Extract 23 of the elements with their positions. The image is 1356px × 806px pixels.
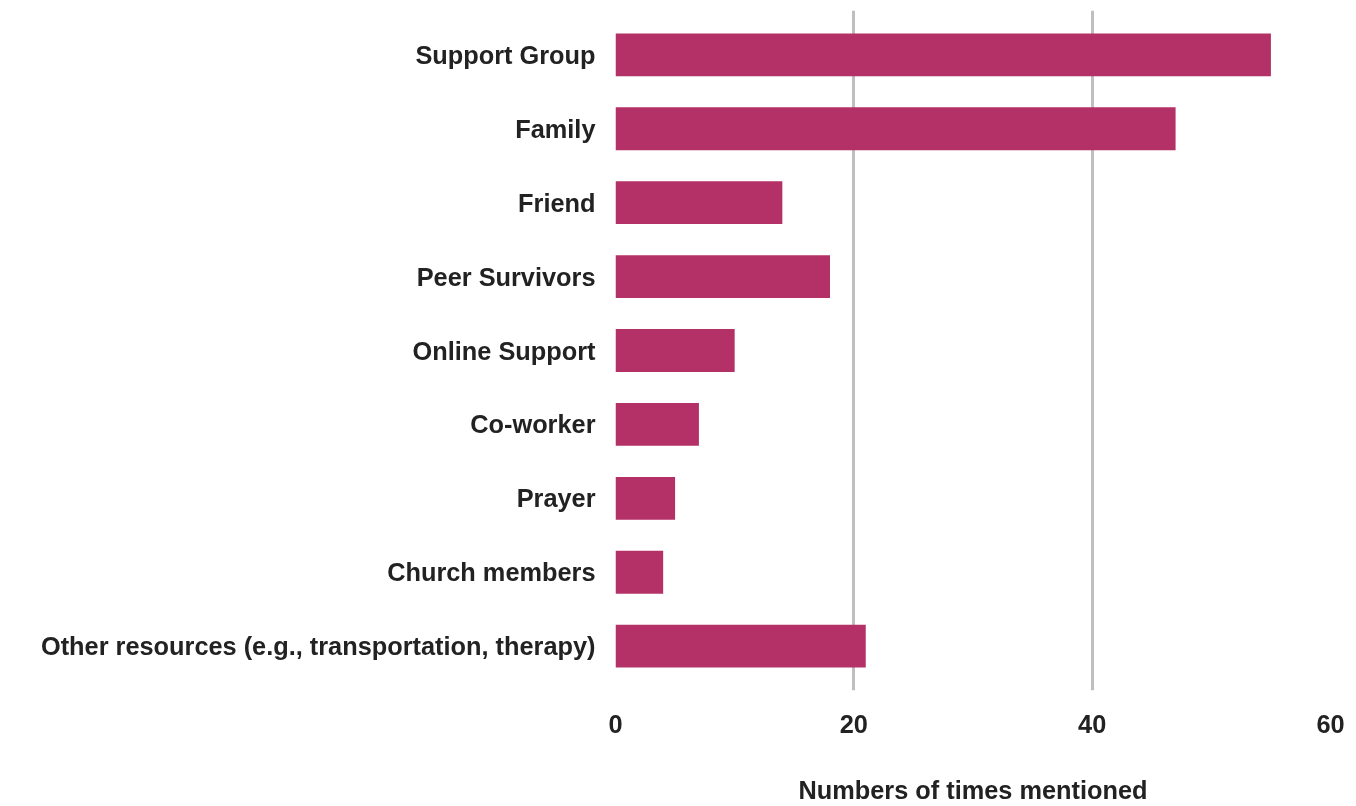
y-tick-label: Co-worker [470,410,596,439]
bar [615,329,735,372]
y-tick-label: Support Group [415,40,596,69]
y-tick-label: Prayer [516,484,596,513]
bar [615,402,699,446]
x-axis-title: Numbers of times mentioned [798,775,1148,804]
bar [615,476,676,520]
x-tick-label: 40 [1078,709,1107,738]
x-tick-label: 20 [839,709,868,738]
y-tick-label: Family [515,114,596,143]
y-tick-label: Online Support [412,336,597,365]
y-tick-label: Friend [518,188,596,217]
bar [615,107,1176,151]
bar [615,624,866,668]
y-tick-label: Peer Survivors [416,262,596,291]
x-tick-label: 0 [608,709,623,738]
bar [615,255,830,299]
y-tick-label: Other resources (e.g., transportation, therapy) [40,632,596,661]
bar [615,550,664,594]
y-tick-label: Church members [387,558,596,587]
bar [615,181,783,225]
bar [615,33,1271,77]
x-tick-label: 60 [1316,709,1345,738]
